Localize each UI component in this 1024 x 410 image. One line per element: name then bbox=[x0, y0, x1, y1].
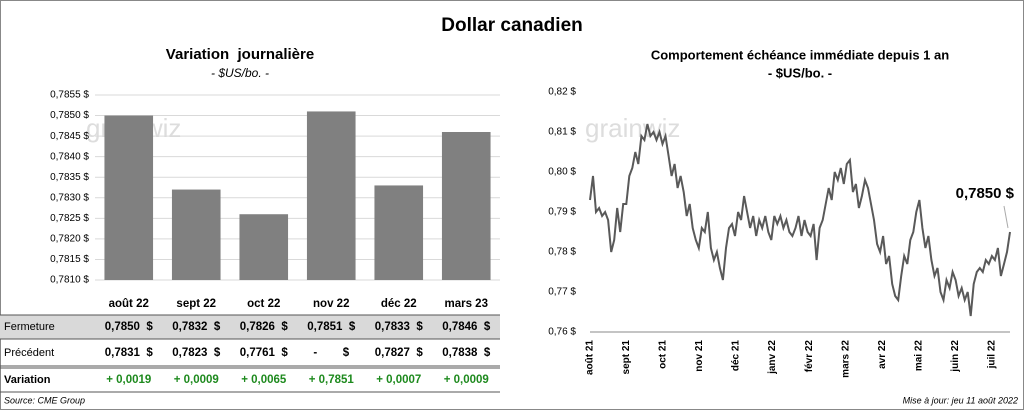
y-tick-label: 0,81 $ bbox=[548, 127, 576, 138]
x-tick-label: avr 22 bbox=[877, 340, 888, 369]
bar bbox=[104, 115, 154, 280]
x-tick-label: août 21 bbox=[585, 340, 596, 375]
bar bbox=[239, 214, 289, 280]
y-tick-label: 0,7810 $ bbox=[50, 275, 89, 286]
x-tick-label: mars 22 bbox=[840, 340, 851, 378]
y-tick-label: 0,7825 $ bbox=[50, 213, 89, 224]
x-tick-label: déc 21 bbox=[731, 340, 742, 372]
y-tick-label: 0,7850 $ bbox=[50, 110, 89, 121]
table-cell: + 0,0019 bbox=[106, 374, 151, 386]
row-label: Fermeture bbox=[4, 321, 55, 333]
y-tick-label: 0,7840 $ bbox=[50, 151, 89, 162]
table-cell: + 0,0009 bbox=[444, 374, 489, 386]
table-cell: + 0,0065 bbox=[241, 374, 287, 386]
row-label: Variation bbox=[4, 374, 51, 386]
bar bbox=[171, 189, 221, 280]
y-tick-label: 0,76 $ bbox=[548, 327, 576, 338]
annotation: 0,7850 $ bbox=[956, 185, 1015, 202]
table-cell: 0,7838 $ bbox=[442, 347, 491, 359]
x-tick-label: nov 22 bbox=[313, 298, 349, 310]
row-label: Précédent bbox=[4, 347, 54, 359]
x-tick-label: nov 21 bbox=[694, 340, 705, 372]
y-tick-label: 0,7815 $ bbox=[50, 254, 89, 265]
y-tick-label: 0,7830 $ bbox=[50, 192, 89, 203]
bar bbox=[441, 132, 491, 280]
row-highlight bbox=[0, 315, 500, 339]
table-cell: 0,7850 $ bbox=[105, 321, 154, 333]
bar-title: Variation journalière bbox=[166, 46, 314, 63]
x-tick-label: oct 22 bbox=[247, 298, 280, 310]
table-cell: 0,7826 $ bbox=[240, 321, 289, 333]
line-title: Comportement échéance immédiate depuis 1… bbox=[651, 47, 949, 62]
table-cell: 0,7833 $ bbox=[375, 321, 424, 333]
y-tick-label: 0,78 $ bbox=[548, 247, 576, 258]
y-tick-label: 0,7845 $ bbox=[50, 131, 89, 142]
table-cell: + 0,0009 bbox=[174, 374, 219, 386]
x-tick-label: juin 22 bbox=[950, 340, 961, 373]
updated: Mise à jour: jeu 11 août 2022 bbox=[903, 395, 1018, 405]
table-cell: 0,7831 $ bbox=[105, 347, 154, 359]
table-cell: 0,7846 $ bbox=[442, 321, 491, 333]
x-tick-label: juil 22 bbox=[986, 340, 997, 370]
y-tick-label: 0,7820 $ bbox=[50, 234, 89, 245]
x-tick-label: oct 21 bbox=[658, 340, 669, 369]
bar bbox=[374, 185, 424, 280]
y-tick-label: 0,79 $ bbox=[548, 207, 576, 218]
x-tick-label: févr 22 bbox=[804, 340, 815, 373]
table-cell: 0,7761 $ bbox=[240, 347, 289, 359]
line-series bbox=[589, 123, 1011, 317]
y-tick-label: 0,7835 $ bbox=[50, 172, 89, 183]
y-tick-label: 0,80 $ bbox=[548, 167, 576, 178]
bar bbox=[306, 111, 356, 280]
x-tick-label: mars 23 bbox=[445, 298, 488, 310]
table-cell: + 0,7851 bbox=[309, 374, 355, 386]
table-cell: + 0,0007 bbox=[376, 374, 421, 386]
annotation-leader bbox=[1003, 205, 1009, 229]
table-cell: 0,7832 $ bbox=[172, 321, 221, 333]
y-tick-label: 0,82 $ bbox=[548, 87, 576, 98]
x-tick-label: sept 21 bbox=[621, 340, 632, 375]
table-cell: 0,7827 $ bbox=[375, 347, 424, 359]
x-tick-label: janv 22 bbox=[767, 340, 778, 375]
y-tick-label: 0,7855 $ bbox=[50, 90, 89, 101]
table-cell: 0,7823 $ bbox=[172, 347, 221, 359]
x-tick-label: sept 22 bbox=[176, 298, 216, 310]
main-title: Dollar canadien bbox=[441, 15, 583, 36]
table-cell: 0,7851 $ bbox=[307, 321, 356, 333]
y-tick-label: 0,77 $ bbox=[548, 287, 576, 298]
x-tick-label: mai 22 bbox=[913, 340, 924, 372]
line-subtitle: - $US/bo. - bbox=[768, 65, 832, 80]
table-cell: - $ bbox=[313, 347, 349, 359]
bar-subtitle: - $US/bo. - bbox=[211, 66, 269, 80]
source: Source: CME Group bbox=[4, 395, 85, 405]
x-tick-label: déc 22 bbox=[381, 298, 417, 310]
x-tick-label: août 22 bbox=[109, 298, 149, 310]
